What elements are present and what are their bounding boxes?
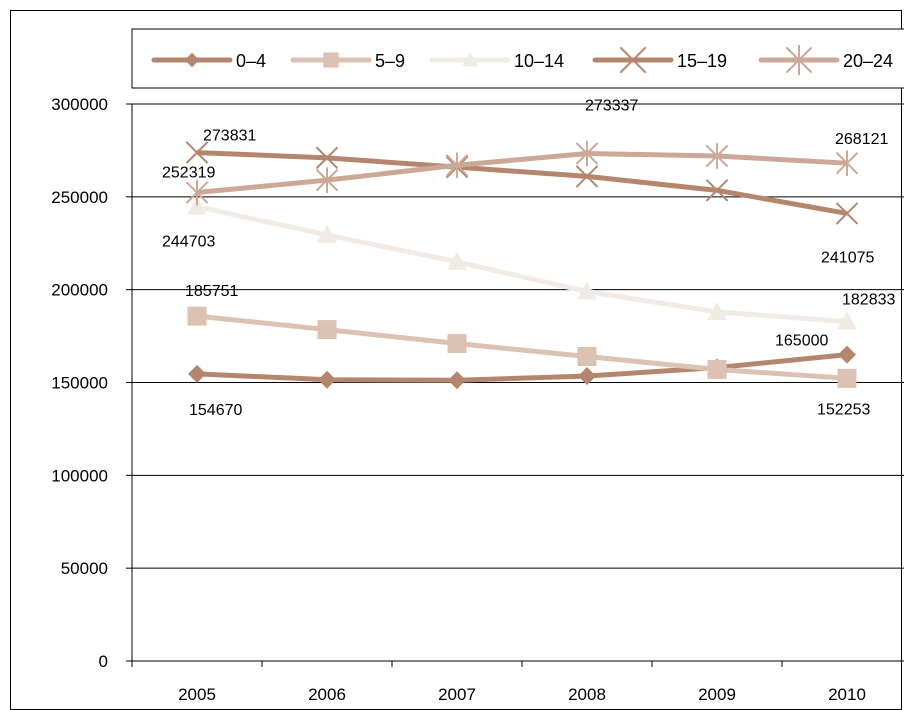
data-point-square xyxy=(323,52,339,68)
data-point-triangle xyxy=(447,251,467,270)
data-point-x xyxy=(706,179,728,202)
data-point-diamond xyxy=(838,345,856,364)
data-point-x xyxy=(576,165,598,188)
legend-label: 10–14 xyxy=(514,51,564,71)
data-label: 244703 xyxy=(162,234,215,251)
data-point-star xyxy=(446,152,468,179)
data-label: 273831 xyxy=(203,128,256,145)
data-label: 165000 xyxy=(775,333,828,350)
data-label: 182833 xyxy=(842,292,895,309)
data-point-square xyxy=(447,334,467,354)
grid-lines xyxy=(132,103,904,569)
series-line xyxy=(196,204,848,325)
data-point-triangle xyxy=(462,52,478,67)
y-tick-label: 100000 xyxy=(51,466,108,485)
y-tick-label: 0 xyxy=(99,652,108,671)
x-tick-label: 2006 xyxy=(308,685,346,704)
y-tick-label: 50000 xyxy=(61,559,108,578)
x-tick-label: 2007 xyxy=(438,685,476,704)
axes: 0 50000 100000 150000 200000 250000 300000 2005… xyxy=(51,95,904,704)
legend-item: 20–24 xyxy=(758,44,893,76)
legend-label: 20–24 xyxy=(843,51,893,71)
data-label: 185751 xyxy=(185,283,238,300)
data-point-star xyxy=(836,150,858,177)
data-label: 152253 xyxy=(817,401,870,418)
data-point-x xyxy=(620,47,646,73)
data-label: 268121 xyxy=(835,131,888,148)
legend-item: 15–19 xyxy=(592,47,727,73)
data-label: 252319 xyxy=(162,165,215,182)
series-group xyxy=(186,140,858,390)
data-label: 241075 xyxy=(821,249,874,266)
data-point-x xyxy=(186,141,208,164)
data-point-diamond xyxy=(448,371,466,390)
series-line xyxy=(196,313,848,381)
data-point-diamond xyxy=(578,367,596,386)
data-labels: 273831 252319 244703 185751 154670 273337 2681… xyxy=(162,98,895,419)
data-point-triangle xyxy=(317,224,337,243)
x-tick-label: 2005 xyxy=(178,685,216,704)
data-label: 273337 xyxy=(585,98,638,115)
series-5 xyxy=(186,140,858,206)
data-point-square xyxy=(187,306,207,326)
data-point-diamond xyxy=(184,52,200,68)
data-point-star xyxy=(186,179,208,206)
legend-item: 0–4 xyxy=(151,51,266,71)
data-point-star xyxy=(786,44,812,76)
data-point-triangle xyxy=(577,281,597,300)
data-point-square xyxy=(707,360,727,380)
x-tick-label: 2010 xyxy=(828,685,866,704)
data-label: 154670 xyxy=(189,402,242,419)
y-tick-label: 200000 xyxy=(51,281,108,300)
series-line xyxy=(196,150,848,216)
data-point-diamond xyxy=(188,364,206,383)
legend-label: 5–9 xyxy=(375,51,405,71)
y-tick-label: 150000 xyxy=(51,374,108,393)
data-point-square xyxy=(837,368,857,388)
data-point-square xyxy=(317,320,337,340)
series-line xyxy=(196,151,848,196)
x-tick-label: 2008 xyxy=(568,685,606,704)
legend-label: 15–19 xyxy=(677,51,727,71)
y-tick-label: 250000 xyxy=(51,188,108,207)
data-point-star xyxy=(316,167,338,194)
data-point-triangle xyxy=(187,196,207,215)
series-2 xyxy=(187,306,857,388)
legend-label: 0–4 xyxy=(236,51,266,71)
series-3 xyxy=(187,196,857,330)
data-point-x xyxy=(316,146,338,169)
data-point-star xyxy=(576,140,598,167)
legend-item: 10–14 xyxy=(429,51,564,71)
x-tick-label: 2009 xyxy=(698,685,736,704)
y-tick-label: 300000 xyxy=(51,95,108,114)
data-point-x xyxy=(836,202,858,225)
data-point-diamond xyxy=(318,370,336,389)
legend: 0–4 5–9 10–14 15–19 20–24 xyxy=(131,28,904,89)
legend-item: 5–9 xyxy=(290,51,405,71)
series-line xyxy=(196,352,848,383)
data-point-triangle xyxy=(837,311,857,330)
data-point-square xyxy=(577,347,597,367)
data-point-star xyxy=(706,142,728,169)
series-4 xyxy=(186,141,858,225)
data-point-triangle xyxy=(707,301,727,320)
